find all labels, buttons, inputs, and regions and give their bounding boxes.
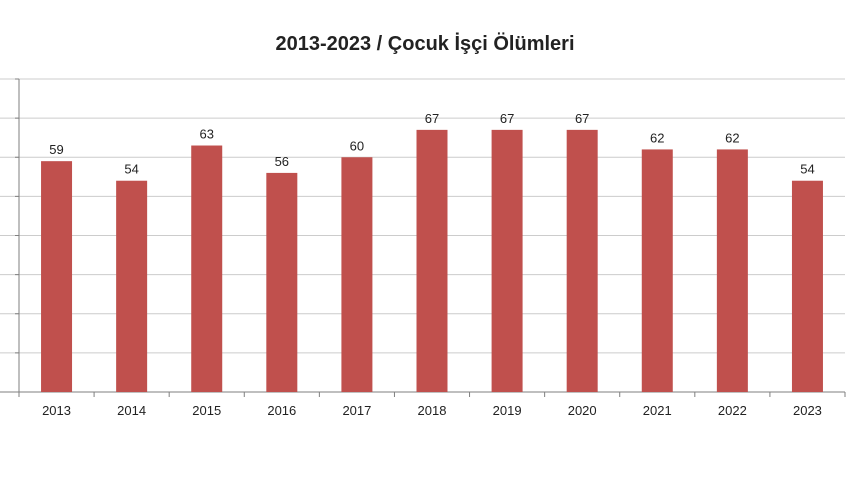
- data-label-2016: 56: [275, 154, 289, 169]
- data-label-2023: 54: [800, 162, 814, 177]
- bar-2013: [41, 161, 73, 392]
- x-tick-label-2017: 2017: [342, 403, 371, 418]
- x-tick-label-2020: 2020: [568, 403, 597, 418]
- data-label-2021: 62: [650, 130, 664, 145]
- x-tick-label-2023: 2023: [793, 403, 822, 418]
- x-tick-label-2015: 2015: [192, 403, 221, 418]
- bar-2015: [191, 145, 223, 392]
- bars: [41, 129, 823, 393]
- bar-2020: [566, 129, 598, 393]
- data-label-2014: 54: [124, 162, 138, 177]
- data-label-2022: 62: [725, 130, 739, 145]
- data-label-2020: 67: [575, 111, 589, 126]
- data-label-2017: 60: [350, 138, 364, 153]
- data-label-2018: 67: [425, 111, 439, 126]
- bar-2014: [116, 180, 148, 392]
- bar-2022: [716, 149, 748, 392]
- x-tick-label-2022: 2022: [718, 403, 747, 418]
- x-tick-label-2013: 2013: [42, 403, 71, 418]
- bar-2017: [341, 157, 373, 392]
- bar-2021: [641, 149, 673, 392]
- x-tick-label-2019: 2019: [493, 403, 522, 418]
- chart-title: 2013-2023 / Çocuk İşçi Ölümleri: [275, 33, 575, 55]
- bar-2018: [416, 129, 448, 393]
- x-tick-label-2014: 2014: [117, 403, 146, 418]
- bar-2023: [791, 180, 823, 392]
- data-label-2019: 67: [500, 111, 514, 126]
- data-labels: 59 54 63 56 60 67 67 67 62 62 54: [49, 111, 814, 177]
- bar-2019: [491, 129, 523, 393]
- x-tick-label-2016: 2016: [267, 403, 296, 418]
- x-tick-label-2021: 2021: [643, 403, 672, 418]
- data-label-2013: 59: [49, 142, 63, 157]
- data-label-2015: 63: [199, 127, 213, 142]
- x-tick-labels: 2013 2014 2015 2016 2017 2018 2019 2020 2021 2022…: [42, 403, 822, 418]
- bar-2016: [266, 172, 298, 392]
- x-tick-label-2018: 2018: [418, 403, 447, 418]
